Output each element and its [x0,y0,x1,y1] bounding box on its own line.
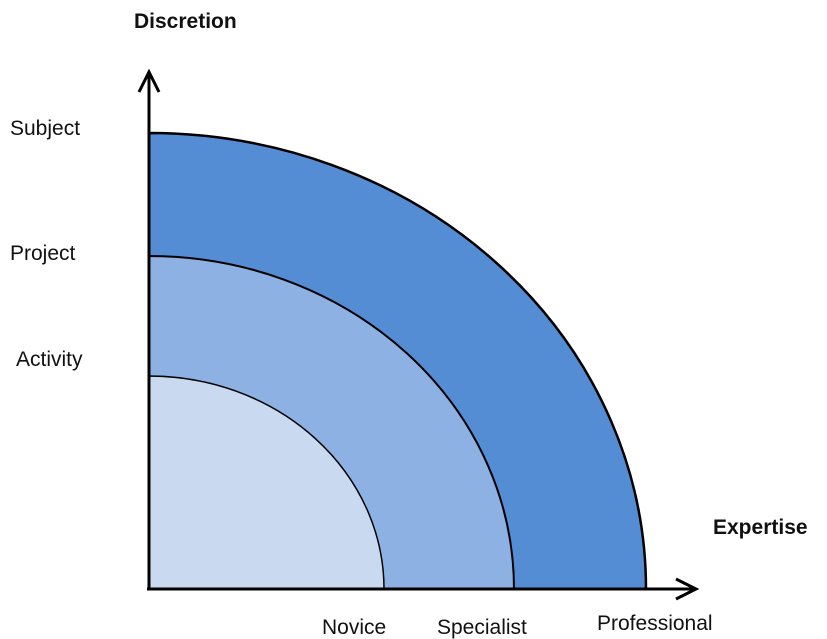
x-level-specialist: Specialist [437,616,527,639]
x-axis-arrowhead [675,577,700,601]
x-level-professional: Professional [597,612,713,635]
y-level-subject: Subject [10,117,80,140]
band-inner [148,375,385,590]
y-axis-title: Discretion [134,10,237,33]
y-axis-arrowhead [137,68,161,93]
y-level-project: Project [10,242,76,265]
x-level-novice: Novice [322,616,386,639]
x-axis-title: Expertise [713,516,808,539]
y-level-activity: Activity [16,348,83,371]
